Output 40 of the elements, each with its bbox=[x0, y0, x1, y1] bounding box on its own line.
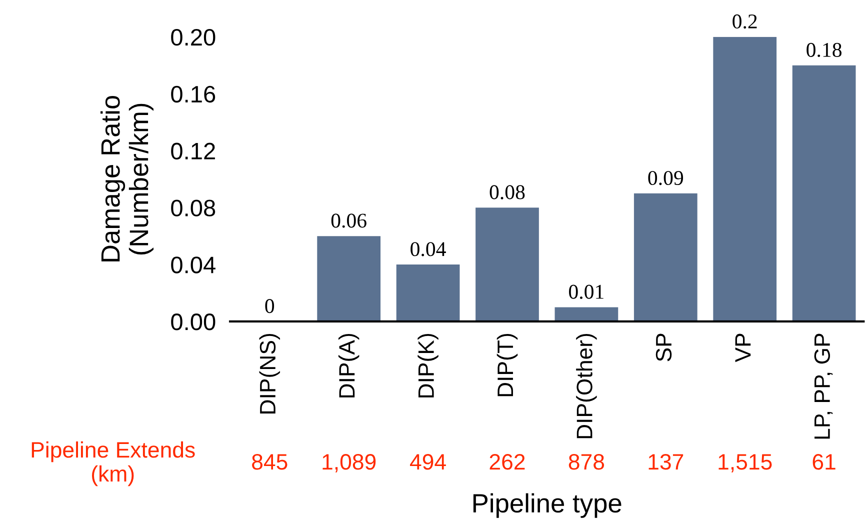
text: 61 bbox=[812, 454, 836, 470]
x-tick-label: VP bbox=[735, 334, 751, 362]
y-tick-label: 0.04 bbox=[171, 256, 216, 274]
x-tick-label: LP, PP, GP bbox=[814, 334, 833, 439]
bar bbox=[476, 208, 539, 322]
text: 1,089 bbox=[322, 454, 376, 472]
x-tick-label: DIP(A) bbox=[338, 334, 360, 398]
text: 878 bbox=[568, 454, 604, 470]
bar bbox=[554, 307, 618, 322]
data-label: 0.04 bbox=[410, 242, 446, 256]
y-tick-label: 0.00 bbox=[171, 314, 216, 330]
x-tick-label: DIP(T) bbox=[496, 334, 518, 396]
text: 1,515 bbox=[718, 454, 772, 472]
text: Pipeline Extends (km) bbox=[32, 441, 195, 486]
bar bbox=[634, 193, 698, 322]
text: 262 bbox=[490, 454, 525, 470]
data-label: 0.09 bbox=[648, 170, 684, 186]
y-tick-label: 0.16 bbox=[171, 86, 216, 103]
data-label: 0.08 bbox=[490, 185, 525, 200]
y-tick-label: 0.20 bbox=[171, 28, 216, 46]
text: 845 bbox=[252, 454, 288, 470]
y-axis-title: Damage Ratio (Number/km) bbox=[100, 96, 154, 262]
text: 494 bbox=[410, 454, 446, 470]
data-label: 0.18 bbox=[806, 42, 842, 58]
x-tick-label: DIP(NS) bbox=[259, 334, 280, 414]
text: 137 bbox=[648, 454, 684, 470]
bar bbox=[396, 264, 460, 322]
bar bbox=[792, 65, 856, 322]
data-label: 0 bbox=[265, 299, 274, 314]
data-label: 0.06 bbox=[331, 214, 366, 228]
data-label: 0.2 bbox=[732, 14, 757, 29]
x-axis-title: Pipeline type bbox=[473, 493, 622, 518]
bar bbox=[713, 36, 777, 322]
x-tick-label: DIP(K) bbox=[418, 334, 438, 398]
x-tick-label: DIP(Other) bbox=[576, 334, 597, 438]
y-tick-label: 0.12 bbox=[171, 142, 215, 160]
x-tick-label: SP bbox=[656, 334, 672, 362]
y-tick-label: 0.08 bbox=[171, 200, 216, 216]
bar bbox=[317, 236, 381, 322]
data-label: 0.01 bbox=[569, 284, 604, 299]
